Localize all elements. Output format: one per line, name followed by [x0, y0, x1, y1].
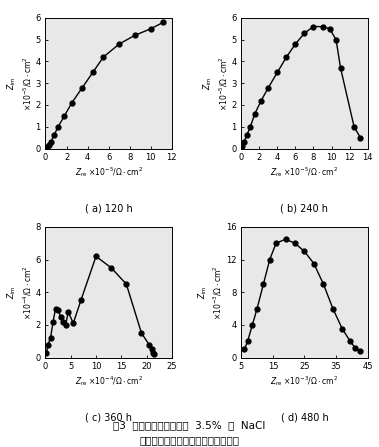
Y-axis label: $Z_{\rm im}$
$\times10^{-3}/\Omega\cdot$cm$^2$: $Z_{\rm im}$ $\times10^{-3}/\Omega\cdot$…	[197, 265, 224, 320]
Text: 图3  涂层体系在质量分数  3.5%  的  NaCl
溶液中不同浸泡时间的交流阻抗谱图: 图3 涂层体系在质量分数 3.5% 的 NaCl 溶液中不同浸泡时间的交流阻抗谱…	[113, 420, 266, 445]
Text: ( d) 480 h: ( d) 480 h	[280, 413, 328, 422]
X-axis label: $Z_{\rm re}$ $\times10^{-4}/\Omega\cdot$cm$^2$: $Z_{\rm re}$ $\times10^{-4}/\Omega\cdot$…	[75, 374, 143, 388]
X-axis label: $Z_{\rm re}$ $\times10^{-5}/\Omega\cdot$cm$^2$: $Z_{\rm re}$ $\times10^{-5}/\Omega\cdot$…	[270, 165, 338, 179]
Text: ( a) 120 h: ( a) 120 h	[85, 203, 133, 213]
Text: ( b) 240 h: ( b) 240 h	[280, 203, 329, 213]
Y-axis label: $Z_{\rm im}$
$\times10^{-5}/\Omega\cdot$cm$^2$: $Z_{\rm im}$ $\times10^{-5}/\Omega\cdot$…	[6, 56, 34, 110]
X-axis label: $Z_{\rm re}$ $\times10^{-5}/\Omega\cdot$cm$^2$: $Z_{\rm re}$ $\times10^{-5}/\Omega\cdot$…	[75, 165, 143, 179]
Y-axis label: $Z_{\rm im}$
$\times10^{-4}/\Omega\cdot$cm$^2$: $Z_{\rm im}$ $\times10^{-4}/\Omega\cdot$…	[6, 265, 34, 320]
Y-axis label: $Z_{\rm im}$
$\times10^{-5}/\Omega\cdot$cm$^2$: $Z_{\rm im}$ $\times10^{-5}/\Omega\cdot$…	[202, 56, 230, 110]
Text: ( c) 360 h: ( c) 360 h	[85, 413, 132, 422]
X-axis label: $Z_{\rm re}$ $\times10^{-3}/\Omega\cdot$cm$^2$: $Z_{\rm re}$ $\times10^{-3}/\Omega\cdot$…	[270, 374, 338, 388]
